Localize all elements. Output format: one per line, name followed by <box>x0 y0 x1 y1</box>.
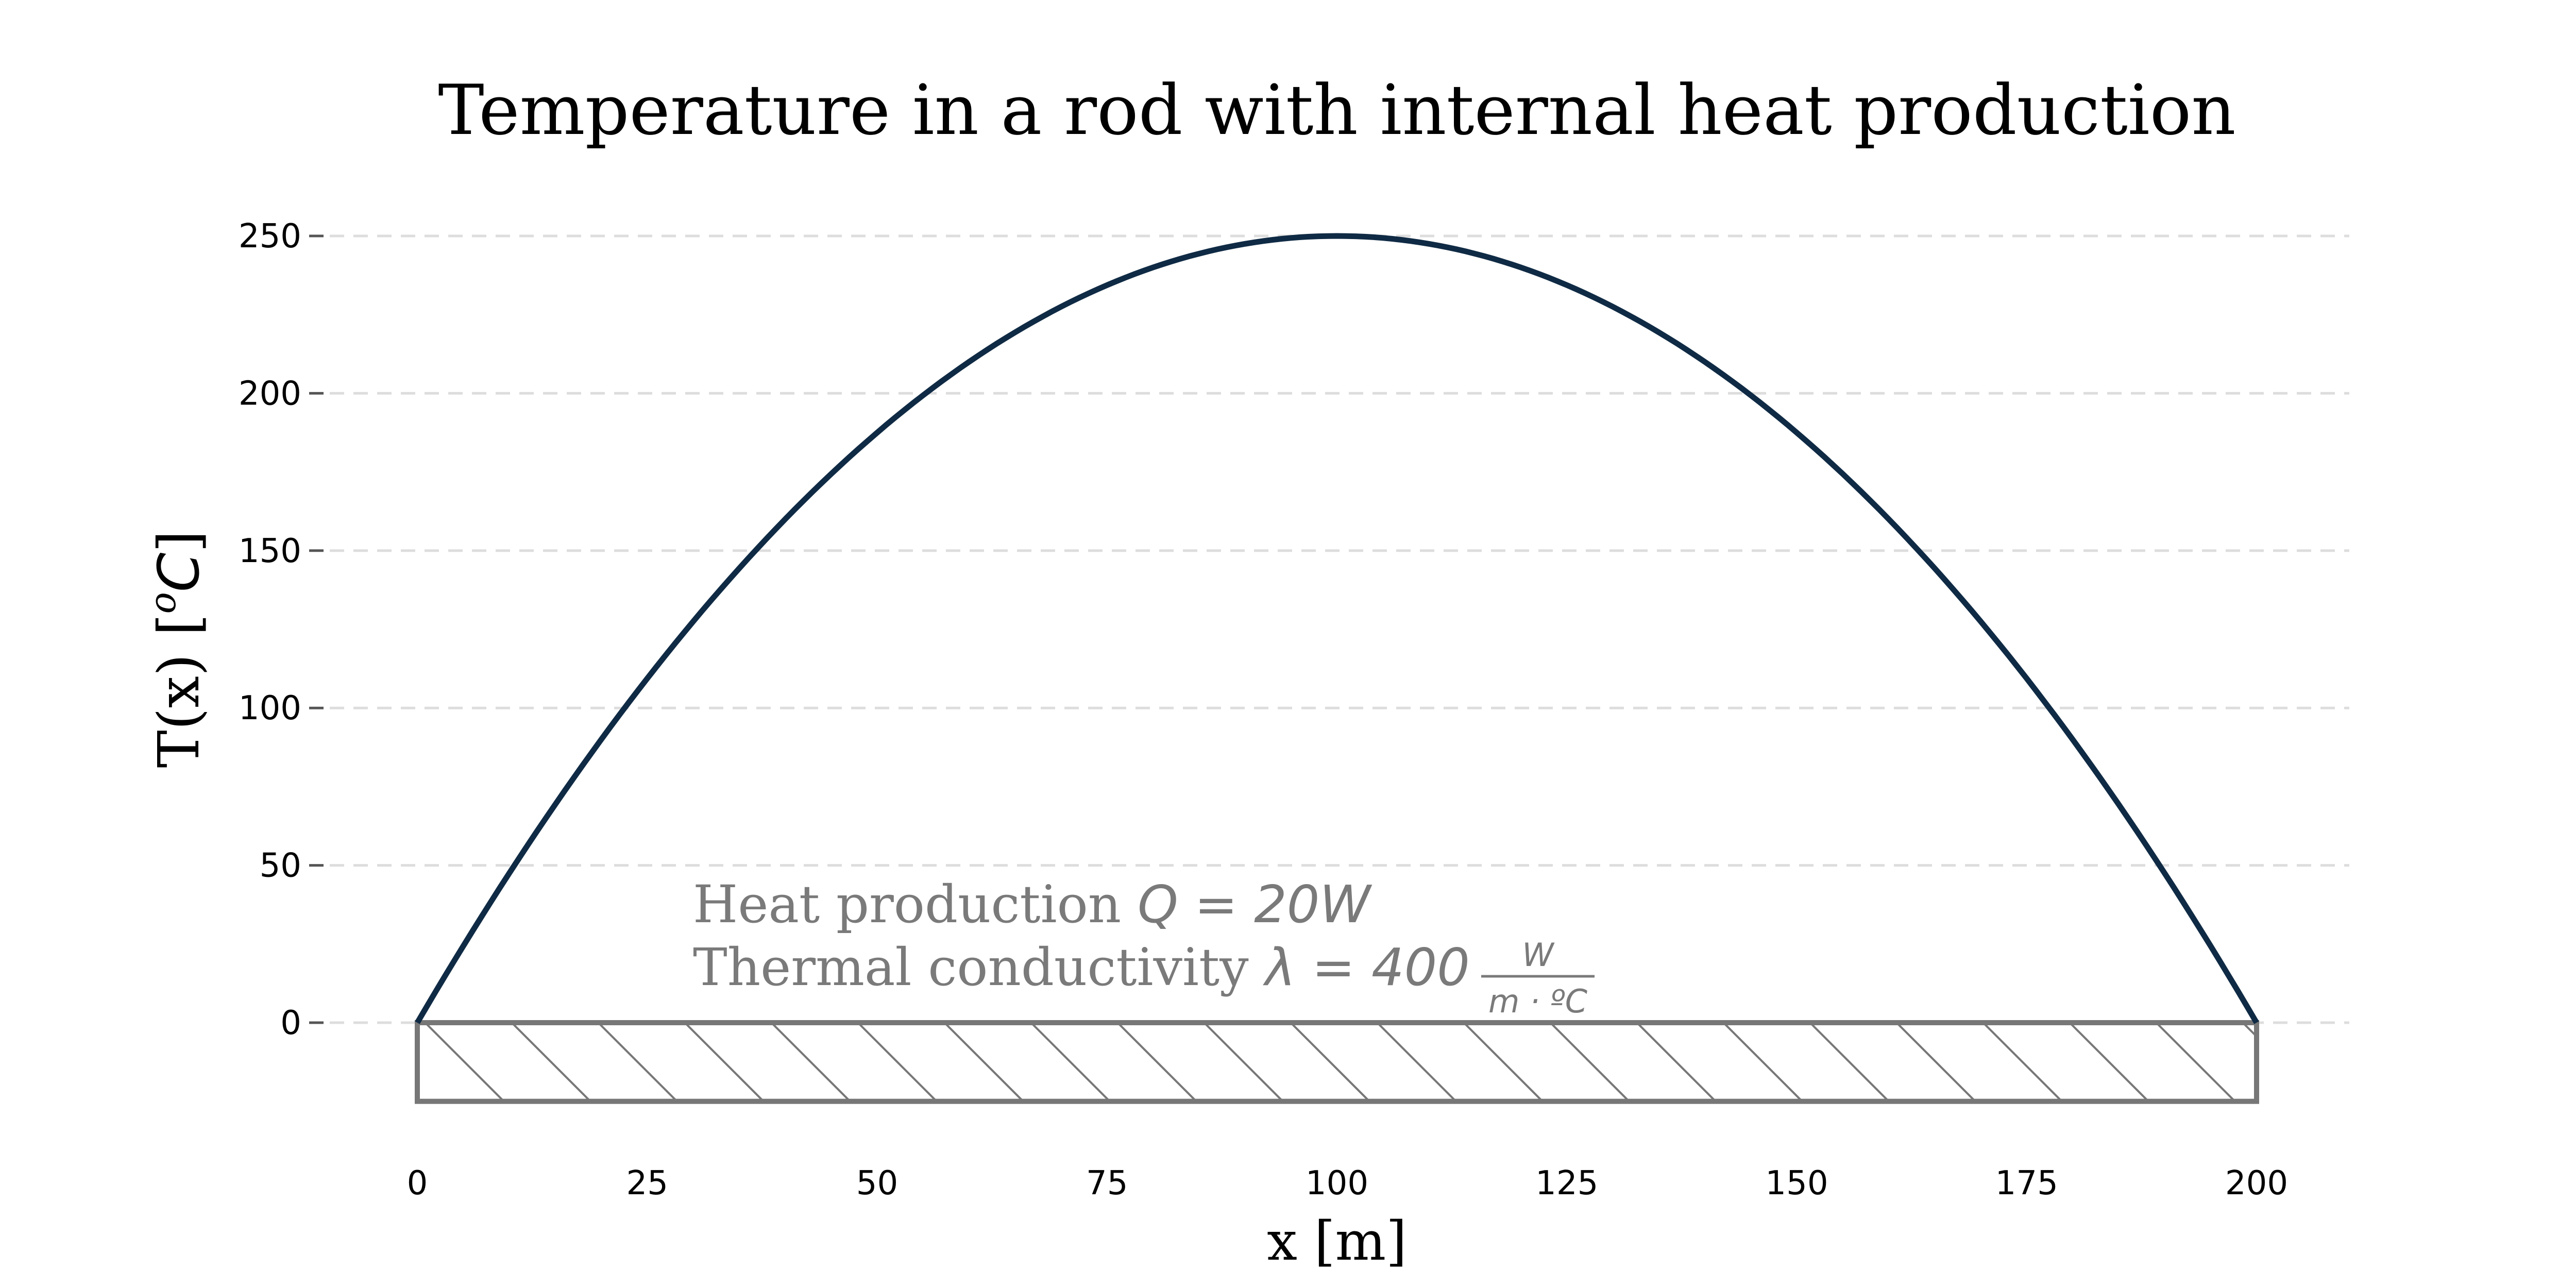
rod-hatch-line <box>2069 1023 2149 1101</box>
annotation-fraction-denominator: m · ºC <box>1488 982 1588 1020</box>
rod-hatch-line <box>943 1023 1024 1101</box>
rod-hatch-line <box>1116 1023 1197 1101</box>
x-tick-label-100: 100 <box>1306 1164 1368 1202</box>
rod <box>415 1020 2408 1104</box>
rod-hatch-line <box>1982 1023 2063 1101</box>
annotation-heat-label: Heat production <box>693 874 1138 935</box>
annotation-heat-math: Q = 20W <box>1138 874 1372 935</box>
x-tick-label-125: 125 <box>1535 1164 1598 1202</box>
rod-hatch-line <box>1203 1023 1284 1101</box>
rod-hatch-line <box>1290 1023 1370 1101</box>
rod-hatch-line <box>1030 1023 1111 1101</box>
y-axis-label-sup: o <box>142 592 184 614</box>
y-axis-label: T(x) [oC] <box>142 530 212 768</box>
x-tick-label-75: 75 <box>1086 1164 1128 1202</box>
rod-hatch-line <box>2329 1023 2408 1101</box>
y-tick-label-50: 50 <box>260 847 301 885</box>
y-tick-label-200: 200 <box>239 375 301 413</box>
rod-hatch-line <box>597 1023 678 1101</box>
rod-hatch-line <box>684 1023 765 1101</box>
rod-hatch-line <box>417 1099 418 1101</box>
x-tick-label-200: 200 <box>2225 1164 2288 1202</box>
annotation-cond-math: λ = 400 <box>1262 937 1469 997</box>
rod-hatch-line <box>424 1023 505 1101</box>
rod-hatch-line <box>511 1023 591 1101</box>
y-tick-label-0: 0 <box>280 1004 301 1042</box>
rod-hatch-line <box>2155 1023 2236 1101</box>
y-axis-label-text: T(x) [ <box>146 614 212 768</box>
rod-hatch-line <box>1722 1023 1803 1101</box>
x-tick-label-150: 150 <box>1765 1164 1828 1202</box>
x-tick-label-50: 50 <box>856 1164 898 1202</box>
y-tick-label-250: 250 <box>239 217 301 256</box>
annotation-fraction-numerator: W <box>1522 936 1555 974</box>
rod-hatch-line <box>1463 1023 1544 1101</box>
y-axis-label-close: ] <box>146 530 212 552</box>
rod-hatch-line <box>1376 1023 1457 1101</box>
annotation-heat-production: Heat production Q = 20W <box>693 874 1372 935</box>
y-tick-label-100: 100 <box>239 689 301 727</box>
series-line-temperature <box>415 233 2259 1024</box>
rod-hatch-line <box>1636 1023 1717 1101</box>
rod-hatching <box>417 1023 2408 1101</box>
x-axis-label: x [m] <box>1267 1210 1406 1273</box>
rod-hatch-line <box>1809 1023 1890 1101</box>
y-axis-ticks: 0 50 100 150 200 250 <box>239 217 324 1042</box>
annotation-thermal-conductivity: Thermal conductivity λ = 400 <box>693 937 1470 997</box>
rod-hatch-line <box>770 1023 851 1101</box>
x-tick-label-0: 0 <box>407 1164 428 1202</box>
rod-outline <box>415 1020 2259 1104</box>
y-tick-label-150: 150 <box>239 532 301 570</box>
x-axis-ticks: 0 25 50 75 100 125 150 175 200 <box>407 1164 2288 1202</box>
x-tick-label-175: 175 <box>1995 1164 2058 1202</box>
annotation-cond-label: Thermal conductivity <box>693 937 1265 997</box>
rod-hatch-line <box>857 1023 938 1101</box>
rod-hatch-line <box>1895 1023 1976 1101</box>
rod-hatch-line <box>1549 1023 1630 1101</box>
chart-title: Temperature in a rod with internal heat … <box>438 70 2235 150</box>
x-tick-label-25: 25 <box>626 1164 668 1202</box>
y-axis-label-unit: C <box>146 552 212 592</box>
